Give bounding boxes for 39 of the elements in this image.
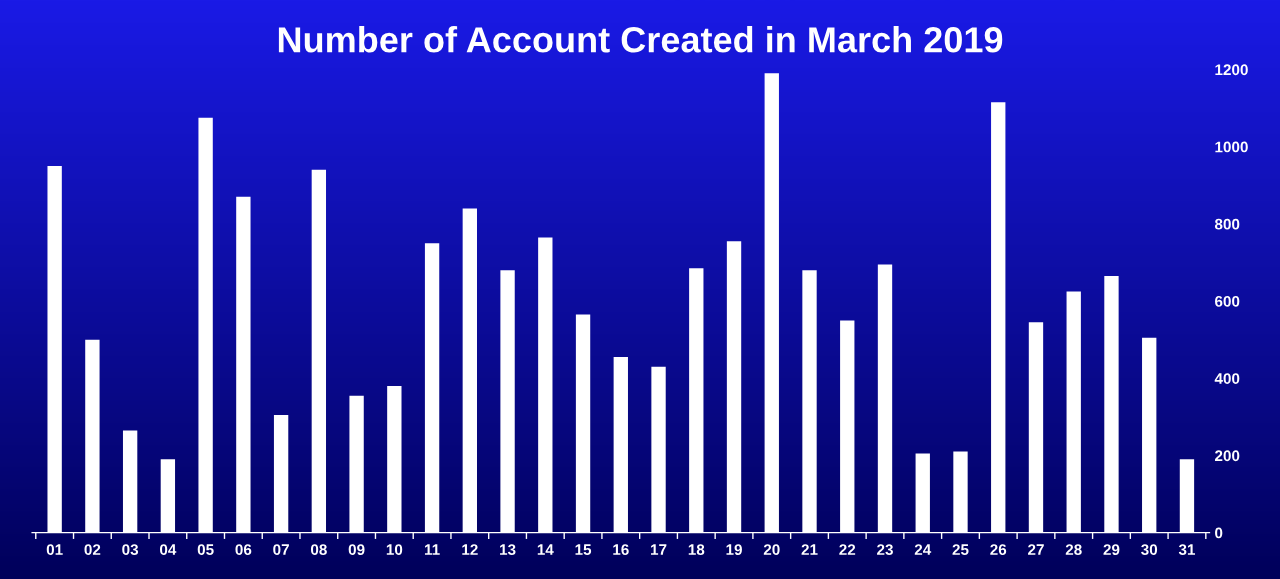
x-tick-label: 13: [500, 544, 516, 556]
y-tick-label: 200: [1214, 450, 1240, 462]
x-tick-label: 16: [613, 544, 629, 556]
y-tick-label: 600: [1215, 295, 1240, 307]
x-tick-label: 30: [1141, 544, 1158, 556]
x-tick-label: 05: [197, 544, 214, 556]
y-tick-label: 800: [1214, 218, 1240, 230]
x-tick-label: 27: [1028, 544, 1044, 555]
x-tick-label: 08: [310, 544, 327, 556]
x-tick-label: 04: [159, 544, 177, 556]
x-tick-label: 09: [348, 544, 365, 556]
x-tick-label: 20: [763, 544, 780, 556]
x-tick-label: 31: [1178, 544, 1196, 556]
x-tick-label: 17: [651, 544, 667, 555]
y-tick-label: 0: [1215, 527, 1223, 539]
x-tick-label: 29: [1103, 544, 1120, 556]
x-tick-label: 14: [537, 544, 554, 555]
x-tick-label: 12: [462, 544, 478, 555]
x-tick-label: 01: [46, 544, 63, 556]
chart-title: Number of Account Created in March 2019: [278, 26, 1003, 53]
x-tick-label: 06: [235, 544, 252, 556]
x-tick-label: 10: [386, 544, 403, 556]
x-tick-label: 21: [801, 544, 818, 555]
x-tick-label: 25: [952, 544, 969, 556]
x-tick-label: 02: [84, 544, 101, 556]
y-tick-label: 400: [1214, 373, 1240, 384]
x-tick-label: 19: [726, 544, 742, 556]
x-tick-label: 22: [839, 544, 856, 555]
x-tick-label: 15: [575, 544, 592, 556]
x-tick-label: 11: [424, 544, 440, 555]
x-tick-label: 26: [990, 544, 1007, 556]
x-tick-label: 18: [688, 544, 705, 556]
x-tick-label: 03: [122, 544, 139, 556]
x-tick-label: 24: [914, 544, 932, 555]
y-tick-label: 1200: [1215, 64, 1248, 76]
x-tick-label: 28: [1065, 544, 1082, 556]
x-tick-label: 07: [273, 544, 289, 556]
y-tick-label: 1000: [1215, 141, 1248, 153]
x-tick-label: 23: [877, 544, 893, 556]
